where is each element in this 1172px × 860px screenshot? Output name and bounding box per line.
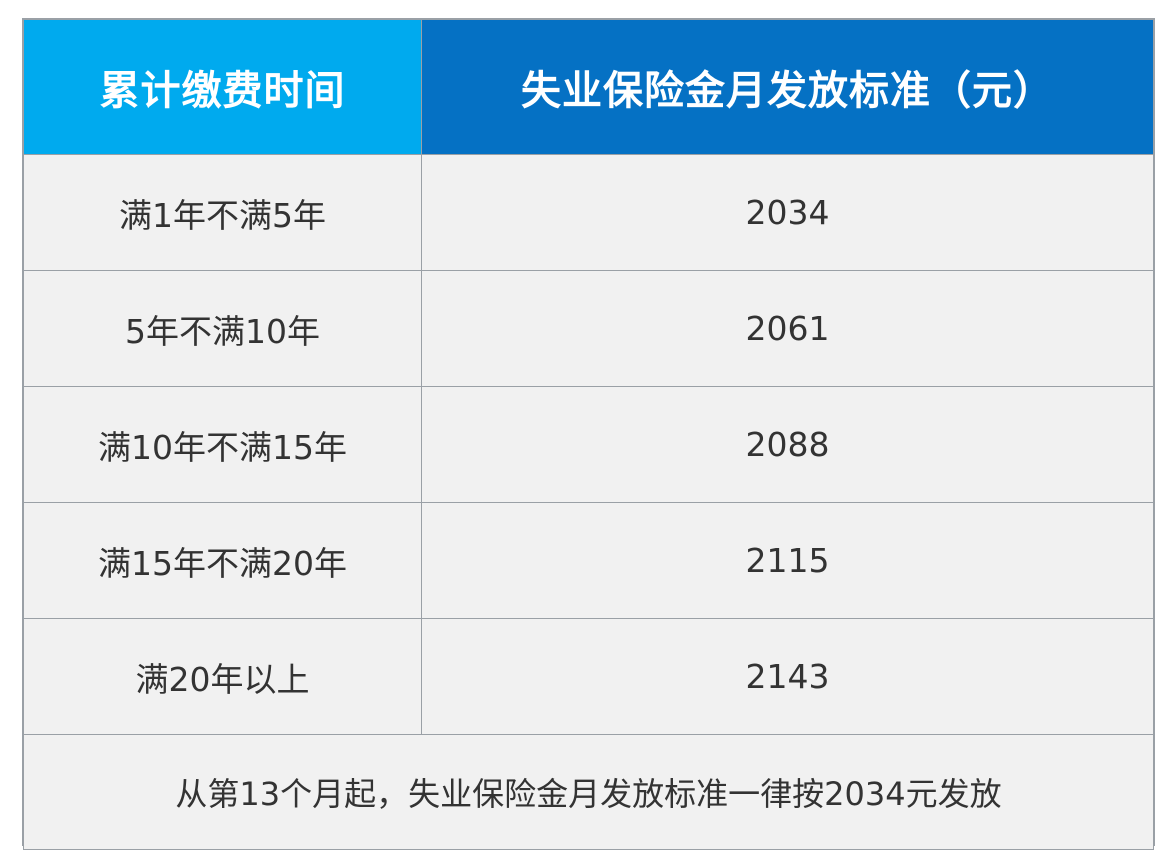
benefit-table-container: 累计缴费时间 失业保险金月发放标准（元） 满1年不满5年 2034 5年不满10… <box>22 18 1155 850</box>
footnote-text: 从第13个月起，失业保险金月发放标准一律按2034元发放 <box>23 734 1154 850</box>
table-row: 5年不满10年 2061 <box>23 270 1154 387</box>
period-cell: 满1年不满5年 <box>23 154 422 271</box>
period-cell: 满15年不满20年 <box>23 502 422 619</box>
table-row: 满1年不满5年 2034 <box>23 154 1154 271</box>
table-header-row: 累计缴费时间 失业保险金月发放标准（元） <box>23 19 1154 155</box>
note-row: 从第13个月起，失业保险金月发放标准一律按2034元发放 <box>23 734 1154 850</box>
amount-cell: 2088 <box>421 386 1154 503</box>
header-payment-period: 累计缴费时间 <box>23 19 422 155</box>
table-row: 满15年不满20年 2115 <box>23 502 1154 619</box>
period-cell: 5年不满10年 <box>23 270 422 387</box>
table-row: 满20年以上 2143 <box>23 618 1154 735</box>
header-monthly-standard: 失业保险金月发放标准（元） <box>421 19 1154 155</box>
period-cell: 满10年不满15年 <box>23 386 422 503</box>
amount-cell: 2143 <box>421 618 1154 735</box>
amount-cell: 2061 <box>421 270 1154 387</box>
unemployment-benefit-table: 累计缴费时间 失业保险金月发放标准（元） 满1年不满5年 2034 5年不满10… <box>23 19 1154 850</box>
period-cell: 满20年以上 <box>23 618 422 735</box>
table-row: 满10年不满15年 2088 <box>23 386 1154 503</box>
amount-cell: 2115 <box>421 502 1154 619</box>
amount-cell: 2034 <box>421 154 1154 271</box>
